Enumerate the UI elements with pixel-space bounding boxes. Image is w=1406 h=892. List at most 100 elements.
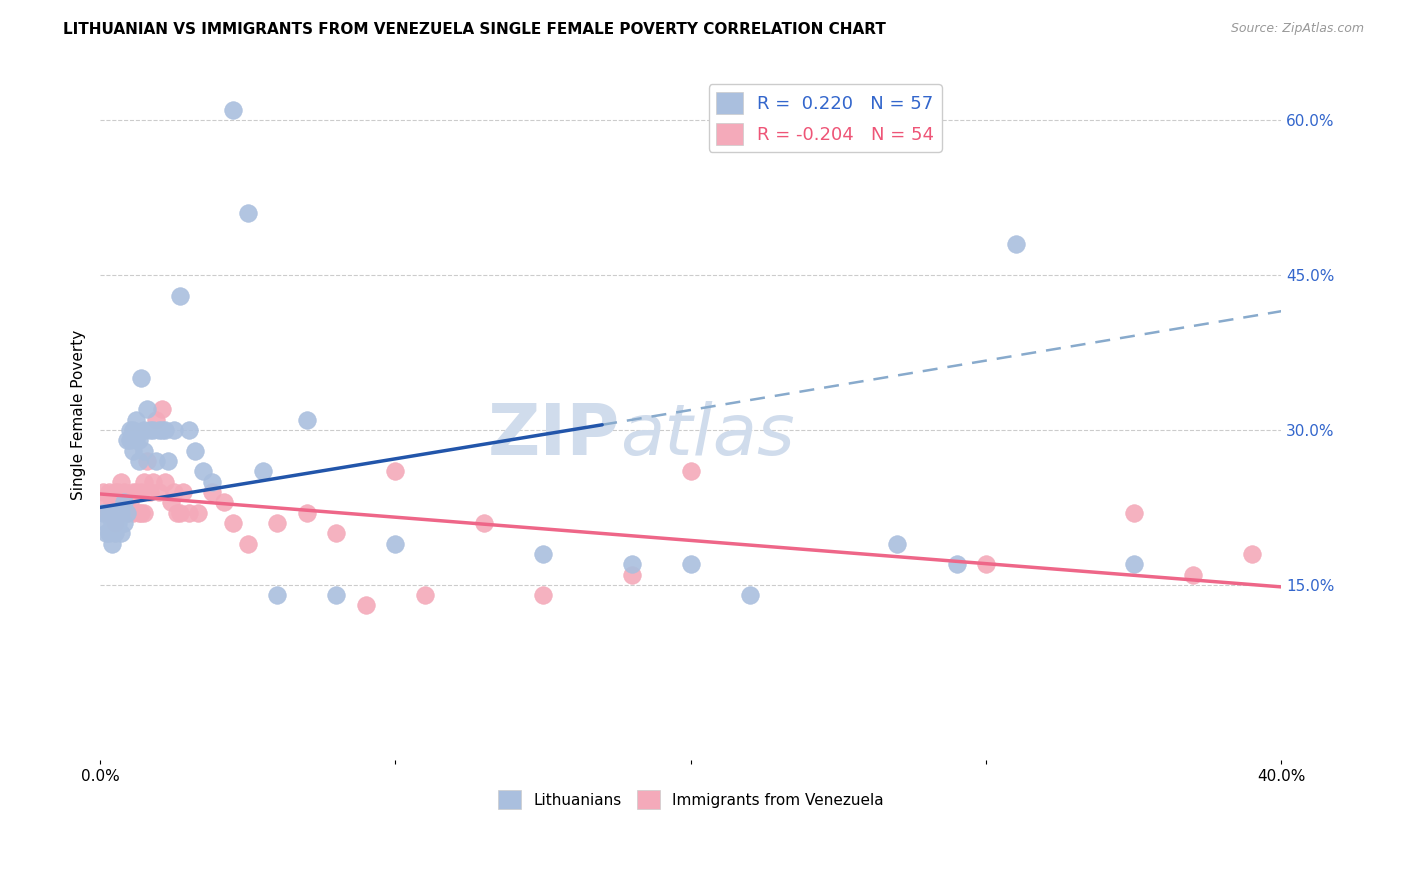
Point <box>266 516 288 530</box>
Point <box>472 516 495 530</box>
Point <box>115 506 138 520</box>
Point <box>177 423 200 437</box>
Point <box>193 464 215 478</box>
Point <box>620 567 643 582</box>
Point <box>177 506 200 520</box>
Point <box>104 506 127 520</box>
Point <box>222 516 245 530</box>
Point <box>325 588 347 602</box>
Point <box>1240 547 1263 561</box>
Point <box>121 506 143 520</box>
Point <box>212 495 235 509</box>
Point <box>101 495 124 509</box>
Legend: Lithuanians, Immigrants from Venezuela: Lithuanians, Immigrants from Venezuela <box>492 784 890 815</box>
Point <box>118 495 141 509</box>
Point <box>148 423 170 437</box>
Point <box>945 557 967 571</box>
Point <box>91 506 114 520</box>
Point <box>169 506 191 520</box>
Point <box>148 484 170 499</box>
Point <box>134 423 156 437</box>
Point <box>163 484 186 499</box>
Point <box>139 484 162 499</box>
Point <box>384 464 406 478</box>
Point <box>325 526 347 541</box>
Point <box>131 371 153 385</box>
Point <box>679 557 702 571</box>
Point <box>94 526 117 541</box>
Point <box>974 557 997 571</box>
Point <box>150 402 173 417</box>
Point <box>134 443 156 458</box>
Point <box>115 506 138 520</box>
Point <box>121 423 143 437</box>
Text: LITHUANIAN VS IMMIGRANTS FROM VENEZUELA SINGLE FEMALE POVERTY CORRELATION CHART: LITHUANIAN VS IMMIGRANTS FROM VENEZUELA … <box>63 22 886 37</box>
Point <box>222 103 245 117</box>
Point <box>110 506 132 520</box>
Point <box>107 506 129 520</box>
Point <box>131 506 153 520</box>
Point <box>166 506 188 520</box>
Point <box>124 434 146 448</box>
Point <box>531 588 554 602</box>
Point <box>98 526 121 541</box>
Point <box>139 423 162 437</box>
Point <box>150 423 173 437</box>
Text: Source: ZipAtlas.com: Source: ZipAtlas.com <box>1230 22 1364 36</box>
Point <box>172 484 194 499</box>
Point <box>160 495 183 509</box>
Point <box>110 475 132 489</box>
Point <box>157 454 180 468</box>
Point <box>94 506 117 520</box>
Point <box>121 443 143 458</box>
Point <box>531 547 554 561</box>
Point <box>134 506 156 520</box>
Point <box>98 506 121 520</box>
Point <box>153 423 176 437</box>
Point <box>738 588 761 602</box>
Point <box>118 434 141 448</box>
Point <box>413 588 436 602</box>
Point <box>236 536 259 550</box>
Point <box>101 516 124 530</box>
Point <box>98 506 121 520</box>
Point <box>620 557 643 571</box>
Point <box>104 484 127 499</box>
Point <box>679 464 702 478</box>
Point <box>121 484 143 499</box>
Point <box>104 526 127 541</box>
Point <box>384 536 406 550</box>
Point <box>142 475 165 489</box>
Point <box>94 516 117 530</box>
Point <box>295 506 318 520</box>
Point <box>252 464 274 478</box>
Point <box>112 516 135 530</box>
Point <box>145 454 167 468</box>
Point <box>169 289 191 303</box>
Point <box>153 475 176 489</box>
Point <box>136 402 159 417</box>
Point <box>98 484 121 499</box>
Point <box>187 506 209 520</box>
Point <box>128 434 150 448</box>
Point <box>354 599 377 613</box>
Point <box>115 434 138 448</box>
Point <box>142 423 165 437</box>
Point <box>136 454 159 468</box>
Point <box>128 506 150 520</box>
Point <box>112 495 135 509</box>
Y-axis label: Single Female Poverty: Single Female Poverty <box>72 329 86 500</box>
Point <box>110 526 132 541</box>
Point <box>101 536 124 550</box>
Point <box>1181 567 1204 582</box>
Point <box>201 484 224 499</box>
Point <box>1122 506 1144 520</box>
Point <box>112 484 135 499</box>
Point <box>1004 237 1026 252</box>
Point <box>124 484 146 499</box>
Text: ZIP: ZIP <box>488 401 620 470</box>
Point <box>163 423 186 437</box>
Point <box>110 495 132 509</box>
Point <box>107 516 129 530</box>
Point <box>183 443 205 458</box>
